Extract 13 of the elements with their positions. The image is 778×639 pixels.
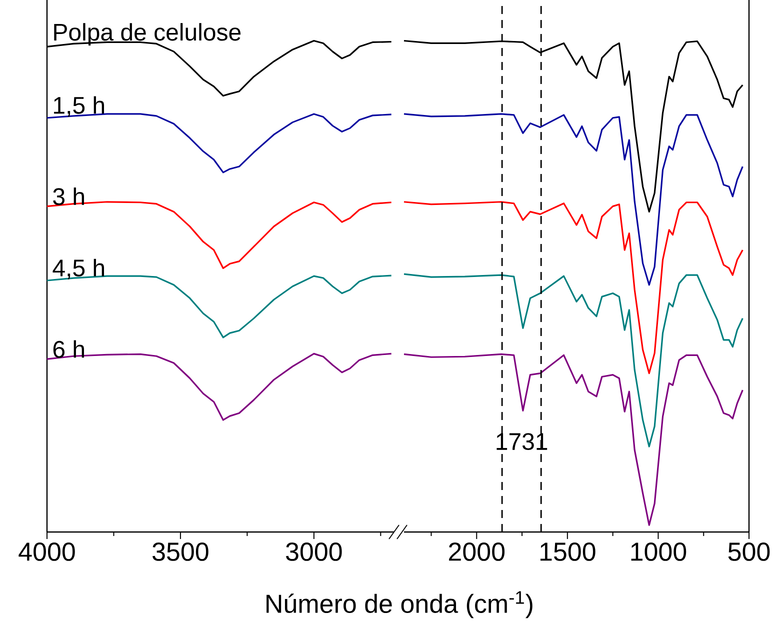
series-label: Polpa de celulose xyxy=(54,23,241,46)
series-label: 6 h xyxy=(53,340,84,358)
x-tick-label: 1500 xyxy=(540,542,596,561)
x-tick-label: 3500 xyxy=(152,542,208,561)
x-axis-title: Número de onda (cm$^{-1}$) xyxy=(266,591,532,618)
x-tick-label: 4000 xyxy=(18,542,75,561)
x-tick-label: 2000 xyxy=(449,542,505,561)
x-tick-label: 3000 xyxy=(286,542,342,561)
x-tick-label: 1000 xyxy=(631,542,686,561)
series-label: 4,5 h xyxy=(52,258,104,280)
x-tick-label: 500 xyxy=(728,542,770,561)
series-label: 3 h xyxy=(53,187,84,206)
series-label: 1,5 h xyxy=(54,96,104,117)
